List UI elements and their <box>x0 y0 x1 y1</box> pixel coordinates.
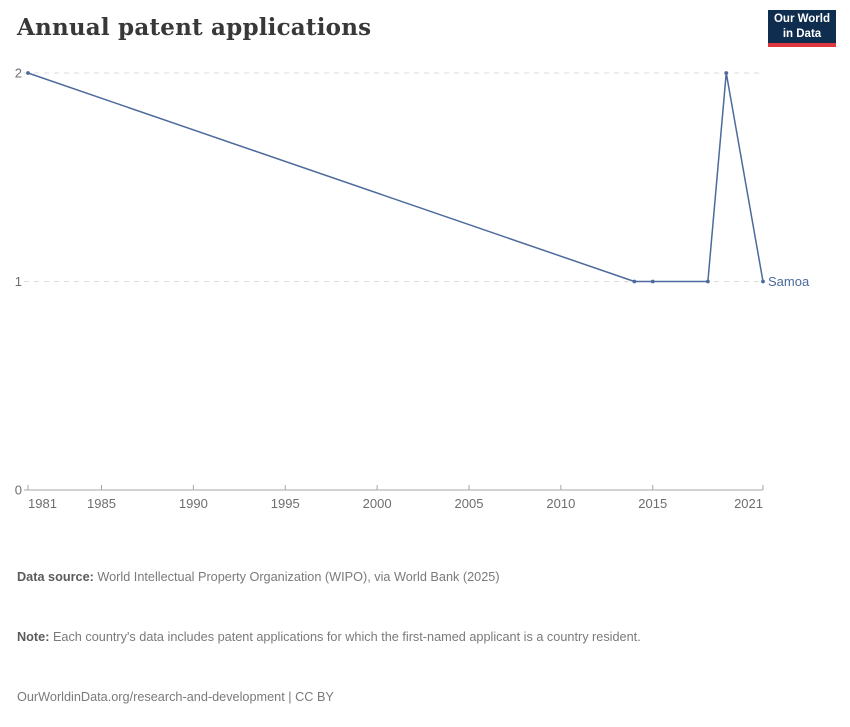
data-line-samoa <box>27 72 764 283</box>
entity-label-samoa[interactable]: Samoa <box>768 274 810 289</box>
data-source-text: World Intellectual Property Organization… <box>93 570 500 584</box>
chart-footer: Data source: World Intellectual Property… <box>17 527 827 727</box>
data-source-line: Data source: World Intellectual Property… <box>17 567 827 587</box>
chart-svg: 0 1 2 1981 1985 1990 1995 2000 2005 2010 2015 2021 S… <box>15 66 810 512</box>
data-point-2021 <box>761 279 765 284</box>
owid-logo-line2: in Data <box>782 27 822 40</box>
owid-logo-line1: Our World <box>773 13 830 26</box>
cc-by-text: | CC BY <box>284 690 334 704</box>
owid-logo[interactable]: Our World in Data <box>768 10 836 47</box>
data-point-2018 <box>705 279 710 284</box>
page-title: Annual patent applications <box>17 14 372 41</box>
license-line: OurWorldinData.org/research-and-developm… <box>17 687 827 707</box>
owid-url-link[interactable]: OurWorldinData.org/research-and-developm… <box>17 690 285 704</box>
note-label: Note: <box>17 630 50 644</box>
x-tick-label-2021: 2021 <box>734 496 763 511</box>
data-point-2019 <box>724 71 729 75</box>
x-tick-label-2005: 2005 <box>455 496 484 511</box>
x-tick-label-1990: 1990 <box>179 496 208 511</box>
x-tick-label-2015: 2015 <box>638 496 667 511</box>
x-tick-label-2000: 2000 <box>363 496 392 511</box>
data-source-label: Data source: <box>17 570 94 584</box>
data-point-2015 <box>650 279 655 284</box>
y-tick-label-2: 2 <box>15 66 22 81</box>
data-point-1981 <box>26 71 30 75</box>
x-tick-label-1995: 1995 <box>271 496 300 511</box>
x-tick-label-1981: 1981 <box>28 496 57 511</box>
x-tick-label-1985: 1985 <box>87 496 116 511</box>
note-text: Each country's data includes patent appl… <box>49 630 641 644</box>
data-point-2014 <box>632 279 637 284</box>
note-line: Note: Each country's data includes paten… <box>17 627 827 647</box>
y-tick-label-1: 1 <box>15 274 22 289</box>
x-tick-label-2010: 2010 <box>546 496 575 511</box>
y-tick-label-0: 0 <box>15 483 22 498</box>
